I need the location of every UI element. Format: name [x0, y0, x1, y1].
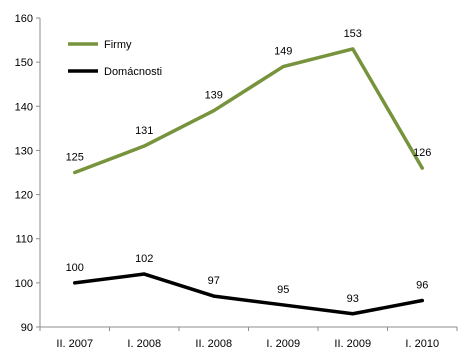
- data-label: 131: [135, 125, 153, 137]
- x-tick-label: II. 2009: [334, 338, 371, 350]
- data-label: 96: [416, 280, 428, 292]
- data-label: 97: [208, 275, 220, 287]
- data-label: 100: [66, 262, 84, 274]
- series-line-2: [73, 272, 424, 316]
- series-line-1: [73, 47, 424, 175]
- y-tick-label: 90: [21, 322, 33, 334]
- x-axis-ticks: II. 2007 I. 2008 II. 2008 I. 2009 II. 2009 I.…: [39, 327, 458, 350]
- data-label: 102: [135, 253, 153, 265]
- data-label: 139: [205, 90, 223, 102]
- x-tick-label: I. 2010: [405, 338, 439, 350]
- y-tick-label: 100: [15, 278, 33, 290]
- x-tick-label: II. 2008: [195, 338, 232, 350]
- y-tick-label: 130: [15, 145, 33, 157]
- y-axis-ticks: 90 100 110 120 130 140 150 160: [15, 13, 40, 334]
- y-tick-label: 140: [15, 101, 33, 113]
- x-tick-label: I. 2008: [127, 338, 161, 350]
- y-tick-label: 110: [15, 234, 33, 246]
- y-tick-label: 160: [15, 13, 33, 25]
- legend-label: Firmy: [104, 39, 132, 51]
- y-tick-label: 150: [15, 57, 33, 69]
- y-tick-label: 120: [15, 190, 33, 202]
- data-labels: 125 131 139 149 153 126 100 102 97 95 93 96: [66, 28, 432, 305]
- x-tick-label: II. 2007: [56, 338, 93, 350]
- series-layer: [73, 47, 424, 316]
- data-label: 93: [347, 293, 359, 305]
- legend-label: Domácnosti: [104, 66, 162, 78]
- legend: Firmy Domácnosti: [68, 39, 162, 78]
- x-tick-label: I. 2009: [266, 338, 300, 350]
- data-label: 126: [413, 147, 431, 159]
- data-label: 125: [66, 152, 84, 164]
- data-label: 153: [344, 28, 362, 40]
- data-label: 149: [274, 46, 292, 58]
- data-label: 95: [277, 284, 289, 296]
